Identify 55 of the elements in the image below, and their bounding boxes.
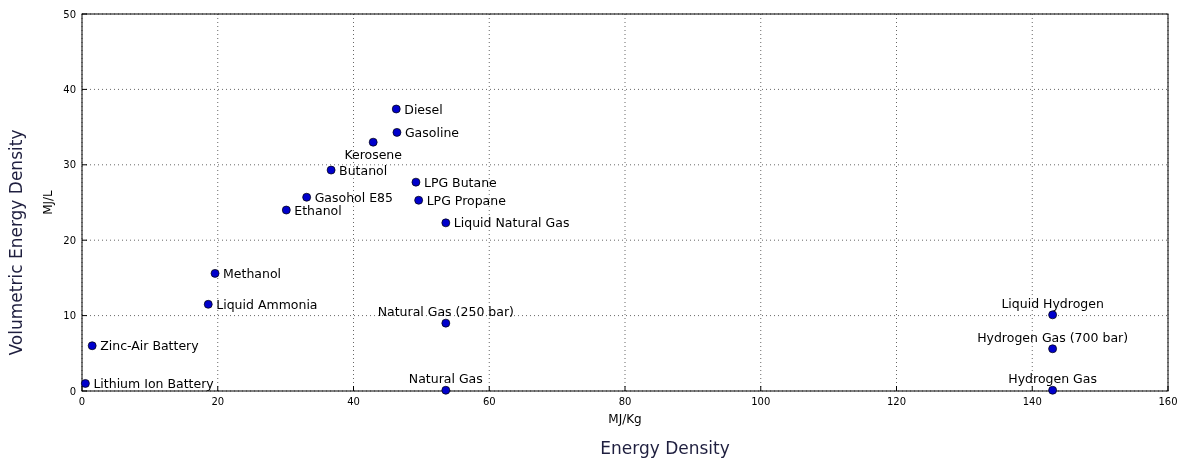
x-tick-label: 0 bbox=[78, 396, 86, 407]
point bbox=[414, 195, 424, 205]
point bbox=[411, 177, 421, 187]
point bbox=[81, 379, 90, 388]
annotation: Liquid Natural Gas bbox=[453, 215, 570, 231]
annotation: Butanol bbox=[339, 162, 388, 178]
y-axis-title: MJ/L bbox=[41, 189, 55, 215]
y-tick-label: 10 bbox=[63, 310, 76, 322]
annotation: Liquid Hydrogen bbox=[1001, 295, 1104, 311]
annotation: Natural Gas bbox=[408, 371, 483, 387]
text: Energy Density bbox=[600, 438, 730, 458]
y-tick-label: 30 bbox=[63, 159, 76, 171]
x-tick-label: 40 bbox=[347, 396, 360, 407]
point bbox=[1048, 344, 1057, 354]
y-tick-label: 0 bbox=[69, 385, 76, 397]
annotation: Zinc-Air Battery bbox=[100, 338, 200, 354]
point bbox=[302, 192, 312, 202]
point bbox=[210, 269, 220, 278]
annotation: Gasoline bbox=[404, 124, 460, 140]
point bbox=[281, 205, 291, 215]
x-tick-label: 100 bbox=[751, 396, 771, 407]
point bbox=[87, 341, 97, 351]
y-tick-label: 40 bbox=[63, 83, 76, 95]
annotation: Methanol bbox=[223, 265, 282, 281]
annotation: LPG Butane bbox=[423, 174, 498, 190]
x-tick-label: 120 bbox=[886, 396, 907, 407]
x-axis-title: MJ/Kg bbox=[608, 412, 642, 426]
annotation: Lithium Ion Battery bbox=[93, 375, 215, 391]
annotation: Ethanol bbox=[294, 202, 342, 218]
y-tick-label: 50 bbox=[63, 8, 76, 20]
annotation: Kerosene bbox=[344, 147, 403, 163]
annotation: Hydrogen Gas bbox=[1008, 371, 1097, 387]
point bbox=[441, 385, 451, 395]
x-tick-label: 160 bbox=[1158, 396, 1178, 407]
annotation: Gasohol E85 bbox=[314, 189, 393, 205]
point bbox=[203, 299, 213, 309]
annotation: Diesel bbox=[404, 101, 443, 117]
y-tick-label: 20 bbox=[63, 234, 76, 246]
annotation: Hydrogen Gas (700 bar) bbox=[977, 329, 1129, 345]
point bbox=[391, 104, 401, 114]
text: Volumetric Energy Density bbox=[6, 129, 26, 356]
x-tick-label: 80 bbox=[618, 396, 632, 407]
x-tick-label: 140 bbox=[1022, 396, 1042, 407]
point bbox=[392, 128, 402, 137]
point bbox=[441, 218, 451, 228]
x-tick-label: 20 bbox=[211, 396, 225, 407]
annotation: LPG Propane bbox=[426, 192, 507, 208]
point bbox=[368, 137, 378, 147]
annotation: Liquid Ammonia bbox=[216, 296, 318, 312]
annotation: Natural Gas (250 bar) bbox=[377, 304, 514, 320]
x-tick-label: 60 bbox=[482, 396, 496, 407]
point bbox=[1048, 385, 1057, 395]
point bbox=[326, 165, 336, 175]
point bbox=[441, 318, 451, 328]
point bbox=[1048, 310, 1057, 320]
